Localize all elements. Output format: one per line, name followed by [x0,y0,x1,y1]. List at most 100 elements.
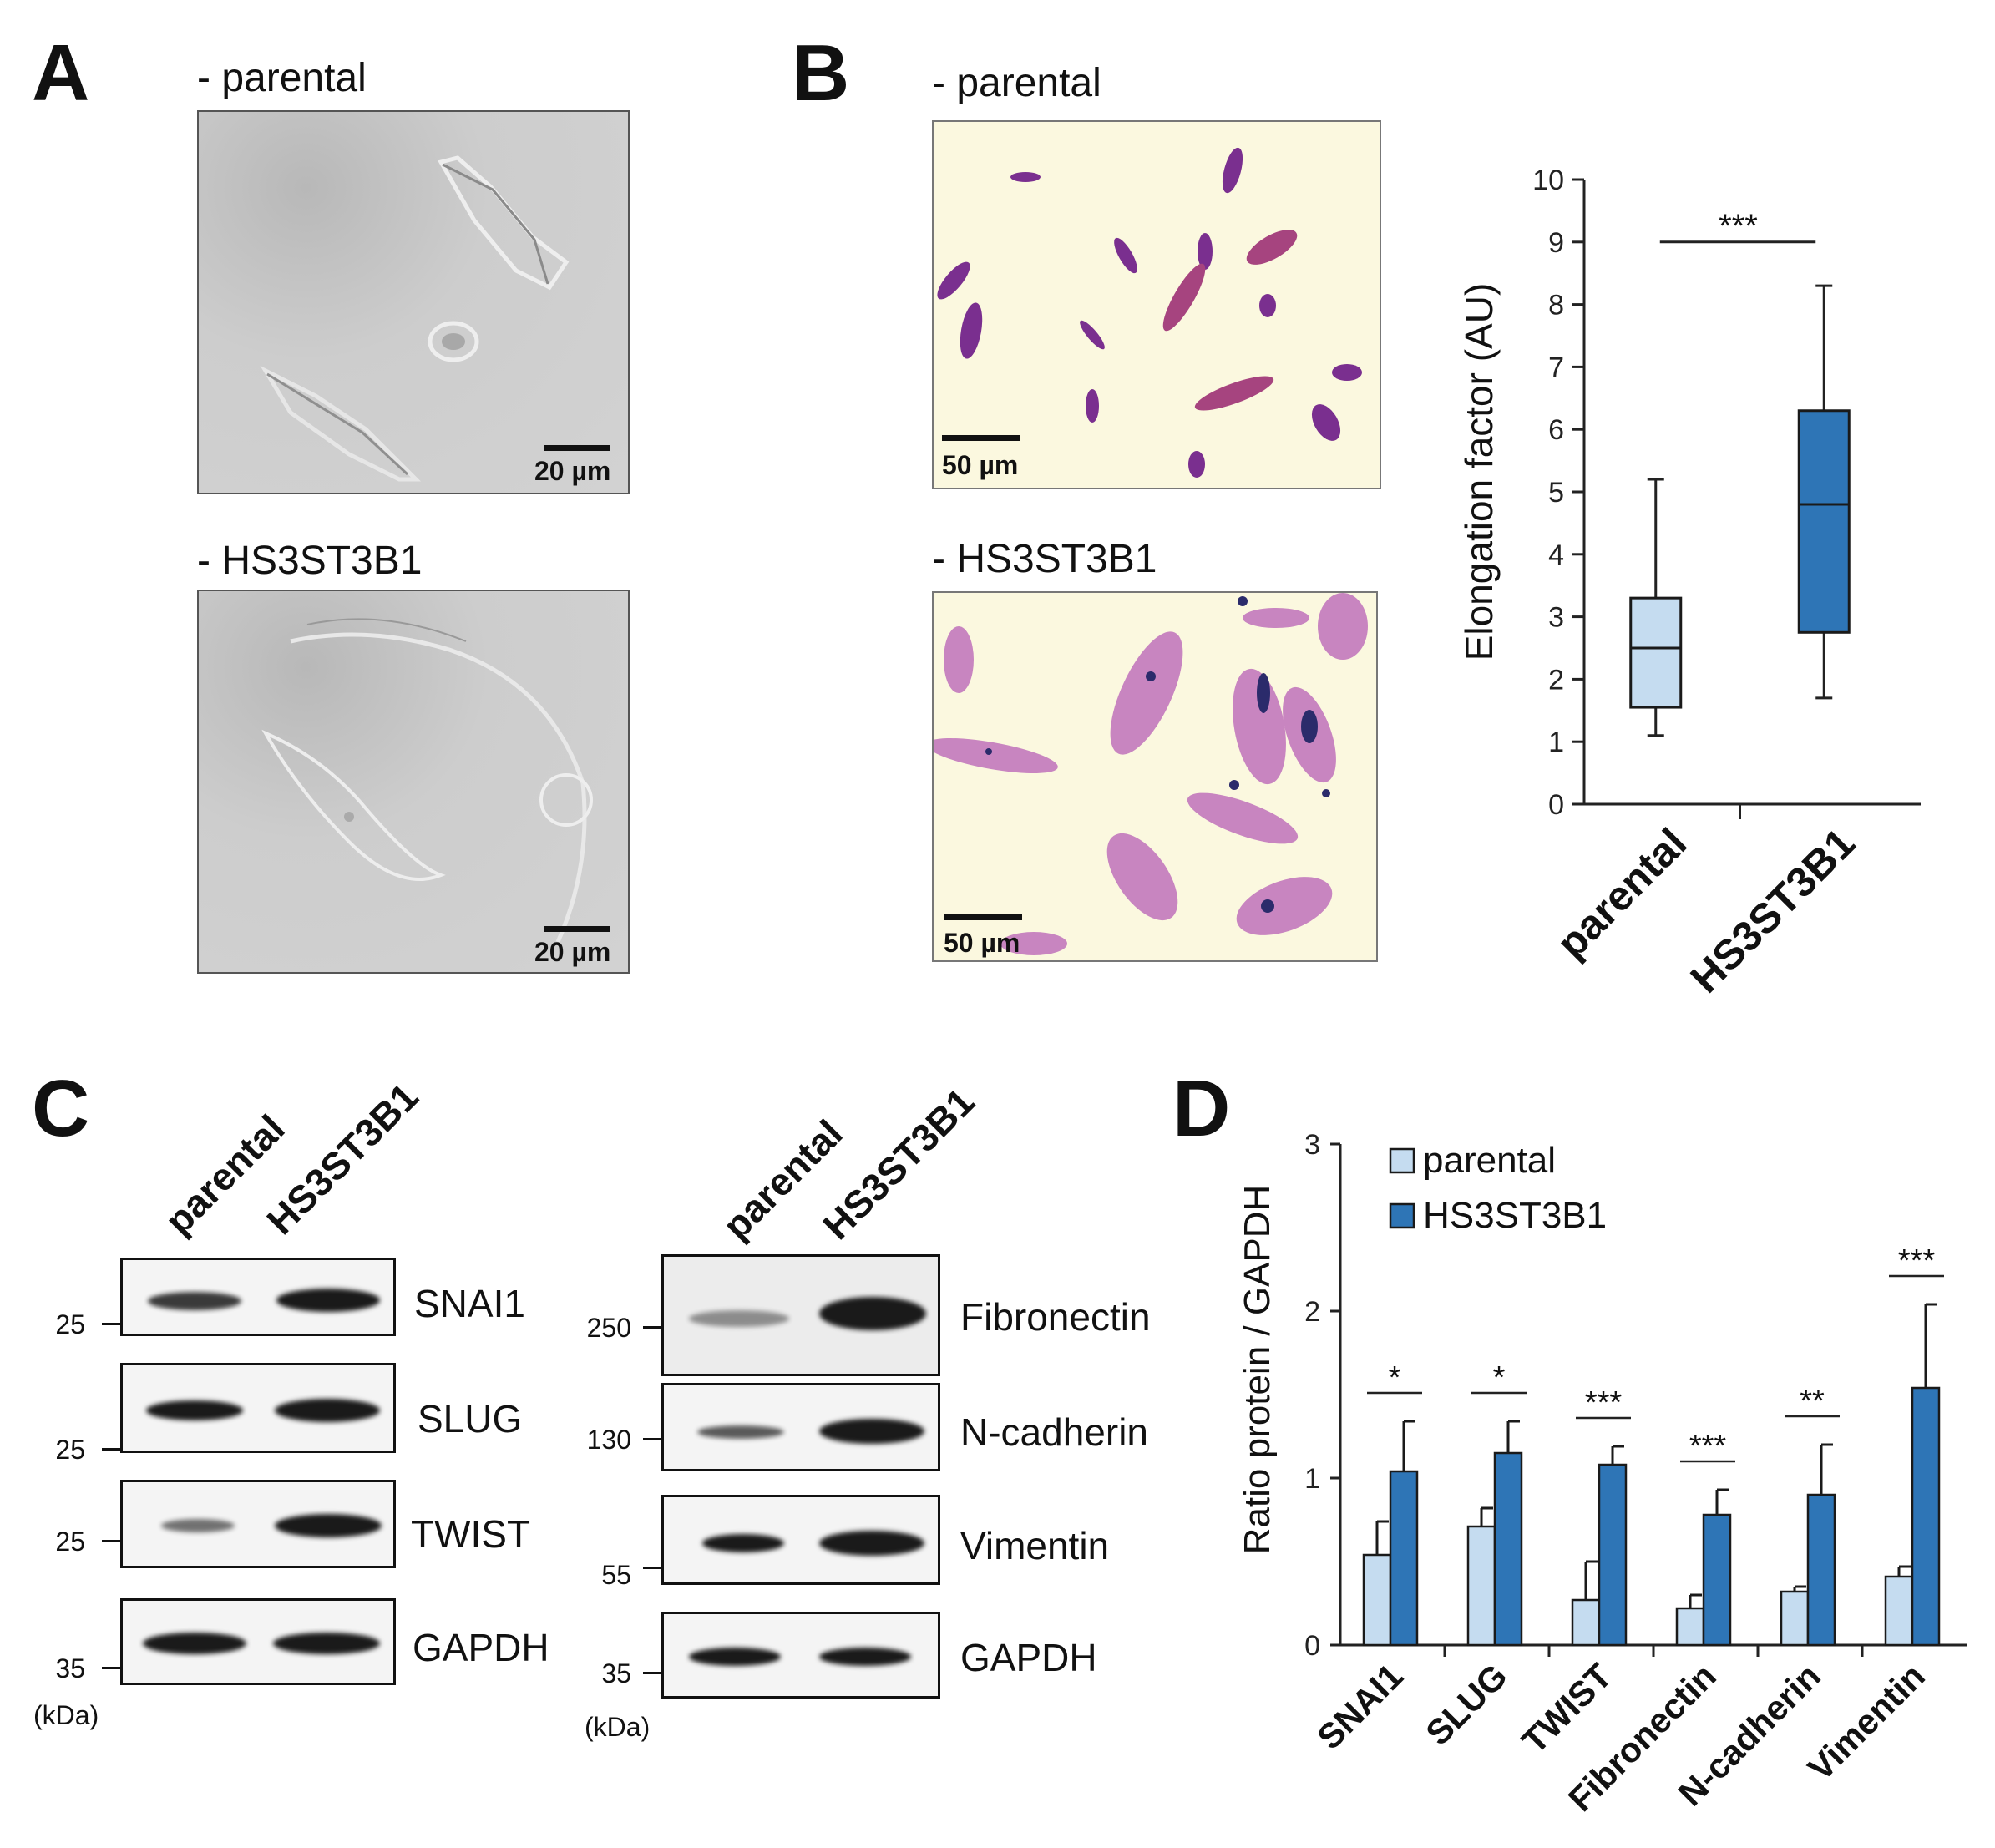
bar-chart-ratio-protein: Ratio protein / GAPDH 0 1 2 3 parental HS3ST… [1237,1129,1967,1819]
band-snai1-hs3st3b1 [276,1289,380,1312]
micrograph-b-parental: 50 µm [932,120,1381,489]
boxplot-y-tick-label: 10 [1532,165,1564,196]
band-fibronectin-parental [689,1310,789,1327]
blot-label-n-cadherin: N-cadherin [960,1410,1148,1454]
blot-label-twist: TWIST [411,1512,531,1556]
boxplot-y-tick-label: 8 [1548,290,1564,322]
band-slug-hs3st3b1 [275,1399,380,1422]
blot-gapdh-left [120,1598,396,1685]
significance-label-n-cadherin: ** [1800,1384,1825,1419]
stained-cells-parental [937,147,1362,478]
blot-label-fibronectin: Fibronectin [960,1295,1151,1339]
mw-tick-snai1 [102,1323,120,1325]
band-n-cadherin-parental [697,1425,784,1439]
mw-marker-vimentin: 55 [601,1560,631,1590]
scale-bar-a-bottom [544,926,610,932]
barchart-x-label-slug: SLUG [1418,1656,1515,1753]
dic-cells-hs3st3b1 [261,618,593,944]
significance-label-slug: * [1493,1360,1506,1395]
micrograph-a-parental: 20 µm [197,110,630,494]
dic-cells-parental [260,155,570,482]
panel-label-c: C [32,1064,90,1153]
significance-label-vimentin: *** [1898,1243,1936,1278]
scale-label-b-top: 50 µm [942,450,1019,480]
mw-marker-twist: 25 [55,1526,85,1557]
mw-marker-gapdh-left: 35 [55,1653,85,1683]
blot-label-snai1: SNAI1 [414,1282,525,1325]
boxplot-y-tick-label: 0 [1548,789,1564,821]
barchart-y-tick-label: 2 [1304,1296,1320,1328]
band-twist-parental [161,1519,235,1532]
boxplot-y-tick-label: 4 [1548,539,1564,571]
blot-fibronectin [661,1254,940,1376]
band-gapdh-right-hs3st3b1 [819,1648,911,1666]
blot-gapdh-right [661,1612,940,1699]
legend-label-parental: parental [1423,1140,1556,1181]
blot-label-slug: SLUG [418,1397,523,1440]
boxplot-x-label-hs3st3b1: HS3ST3B1 [1682,819,1864,1001]
mw-tick-twist [102,1540,120,1542]
band-slug-parental [146,1400,243,1420]
micrograph-a-hs3st3b1: 20 µm [197,590,630,974]
mw-tick-vimentin [643,1567,661,1569]
mw-marker-fibronectin: 250 [586,1313,631,1343]
bar-hs3st3b1-n-cadherin [1806,1493,1836,1647]
scale-bar-b-top [942,435,1020,441]
boxplot-y-tick-label: 6 [1548,414,1564,446]
significance-label-twist: *** [1585,1385,1623,1420]
panel-label-a: A [32,28,90,118]
mw-tick-slug [102,1448,120,1451]
band-n-cadherin-hs3st3b1 [819,1419,924,1444]
bar-parental-n-cadherin [1780,1590,1810,1647]
blot-n-cadherin [661,1383,940,1471]
barchart-x-label-snai1: SNAI1 [1309,1656,1410,1757]
boxplot-y-tick-label: 9 [1548,227,1564,259]
boxplot-significance-label: *** [1719,208,1758,245]
mw-marker-n-cadherin: 130 [586,1425,631,1455]
mw-tick-gapdh-right [643,1672,661,1674]
band-gapdh-left-parental [143,1633,246,1654]
bar-parental-snai1 [1362,1553,1392,1647]
scale-label-b-bottom: 50 µm [944,928,1020,958]
legend-label-hs3st3b1: HS3ST3B1 [1423,1195,1607,1236]
boxplot-x-label-parental: parental [1547,819,1695,967]
barchart-x-label-twist: TWIST [1514,1656,1619,1761]
barchart-y-tick-label: 1 [1304,1463,1320,1495]
mw-tick-n-cadherin [643,1438,661,1440]
scale-bar-a-top [544,445,610,451]
bar-parental-fibronectin [1675,1607,1705,1647]
significance-label-snai1: * [1389,1360,1401,1395]
stained-cells-hs3st3b1 [934,593,1368,955]
barchart-y-axis-label: Ratio protein / GAPDH [1237,1185,1278,1555]
barchart-y-tick-label: 3 [1304,1129,1320,1161]
barchart-y-tick-label: 0 [1304,1630,1320,1662]
bar-parental-slug [1466,1525,1496,1647]
bar-parental-vimentin [1884,1575,1914,1647]
band-twist-hs3st3b1 [275,1514,382,1537]
kda-label-left: (kDa) [33,1700,99,1730]
band-fibronectin-hs3st3b1 [819,1297,926,1330]
panel-label-d: D [1172,1064,1231,1153]
boxplot-y-tick-label: 3 [1548,602,1564,634]
boxplot-y-axis-label: Elongation factor (AU) [1457,283,1501,661]
boxplot-y-tick-label: 1 [1548,727,1564,758]
boxplot-box-hs3st3b1 [1797,409,1851,634]
lane-label-right-hs3st3b1: HS3ST3B1 [814,1079,983,1248]
boxplot-y-tick-label: 7 [1548,352,1564,383]
micrograph-b-hs3st3b1: 50 µm [932,591,1378,962]
bar-hs3st3b1-vimentin [1911,1386,1941,1647]
significance-label-fibronectin: *** [1689,1429,1727,1464]
mw-marker-gapdh-right: 35 [601,1658,631,1689]
blot-label-gapdh-left: GAPDH [413,1626,549,1669]
band-vimentin-parental [702,1534,784,1552]
bar-parental-twist [1571,1598,1601,1647]
panel-b-bottom-caption: - HS3ST3B1 [932,537,1157,581]
mw-marker-snai1: 25 [55,1309,85,1339]
lane-label-left-hs3st3b1: HS3ST3B1 [258,1074,427,1243]
band-gapdh-left-hs3st3b1 [273,1633,380,1654]
panel-label-b: B [792,28,850,118]
blot-twist [120,1480,396,1568]
band-snai1-parental [148,1292,241,1310]
mw-tick-fibronectin [643,1326,661,1329]
